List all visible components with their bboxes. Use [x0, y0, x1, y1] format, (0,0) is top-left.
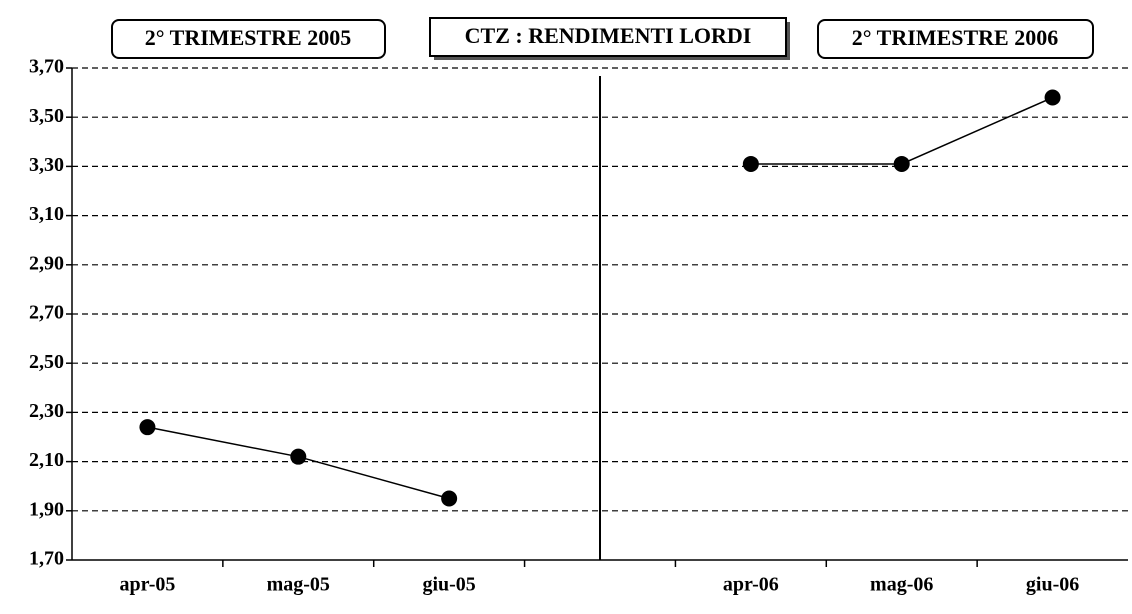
x-tick-label: giu-06 — [1026, 574, 1079, 596]
x-tick-label: giu-05 — [422, 574, 475, 596]
annotation: 2° TRIMESTRE 2006 — [852, 25, 1058, 50]
x-tick-label: mag-06 — [870, 574, 933, 596]
x-tick-label: apr-06 — [723, 574, 779, 596]
y-tick-label: 3,70 — [29, 56, 64, 78]
y-tick-label: 2,30 — [29, 400, 64, 422]
marker — [441, 490, 458, 507]
marker — [893, 155, 910, 172]
y-tick-label: 3,50 — [29, 105, 64, 127]
y-tick-label: 1,70 — [29, 548, 64, 570]
annotation-box — [111, 19, 386, 59]
chart-title: CTZ : RENDIMENTI LORDI — [465, 23, 752, 48]
title-box — [429, 17, 787, 57]
y-tick-label: 2,10 — [29, 449, 64, 471]
y-tick-label: 1,90 — [29, 498, 64, 520]
annotation: 2° TRIMESTRE 2005 — [145, 25, 351, 50]
annotation-box — [817, 19, 1094, 59]
marker — [742, 155, 759, 172]
y-tick-label: 3,10 — [29, 203, 64, 225]
marker — [139, 419, 156, 436]
marker — [1044, 89, 1061, 106]
x-tick-label: apr-05 — [119, 574, 175, 596]
y-tick-label: 3,30 — [29, 154, 64, 176]
y-tick-label: 2,90 — [29, 252, 64, 274]
y-tick-label: 2,50 — [29, 351, 64, 373]
y-tick-label: 2,70 — [29, 302, 64, 324]
x-tick-label: mag-05 — [267, 574, 330, 596]
marker — [290, 448, 307, 465]
